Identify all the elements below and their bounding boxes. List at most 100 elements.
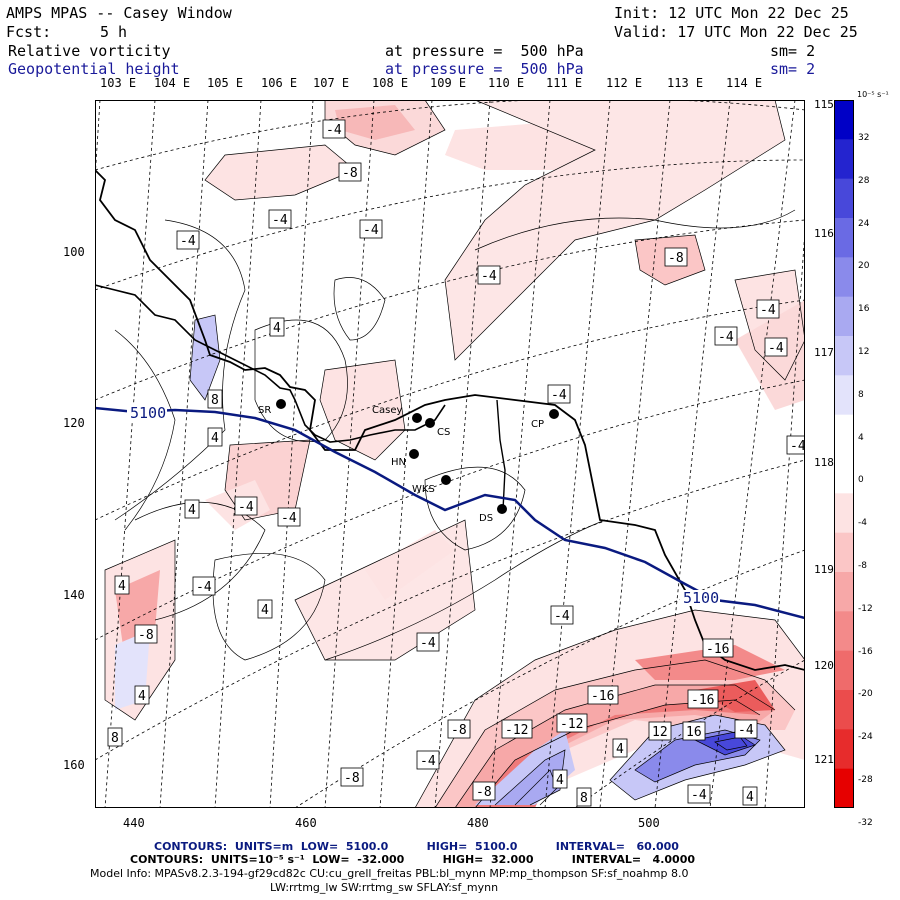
contour-label-box xyxy=(268,209,292,229)
contour-label: -4 xyxy=(363,223,379,238)
contour-label: -4 xyxy=(326,123,342,138)
contour-label-box xyxy=(472,781,496,801)
meridian xyxy=(379,100,433,808)
contour-label: 12 xyxy=(652,725,668,740)
meridian xyxy=(434,100,491,808)
contour-label-box xyxy=(207,427,223,447)
colorbar-swatch xyxy=(834,493,854,534)
colorbar-swatch xyxy=(834,611,854,652)
contour-label: -4 xyxy=(238,500,254,515)
field2-smoothing: sm= 2 xyxy=(770,60,816,78)
model-info: Model Info: MPASv8.2.3-194-gf29cd82c CU:… xyxy=(90,867,689,880)
vorticity-contours xyxy=(104,100,805,808)
ice-shelf-edge xyxy=(95,284,446,443)
colorbar-tick: -32 xyxy=(858,817,873,828)
label-bg xyxy=(680,590,720,606)
lon-label: 112 E xyxy=(606,76,643,90)
coastline xyxy=(496,399,506,511)
y-axis-label: 120 xyxy=(63,416,85,430)
parallel xyxy=(95,299,805,521)
station-sr-marker[interactable] xyxy=(276,399,286,409)
contour-label: 4 xyxy=(118,579,126,594)
colorbar-swatch xyxy=(834,690,854,730)
contour-label: 4 xyxy=(556,773,564,788)
colorbar-swatch xyxy=(834,178,854,219)
colorbar-tick: -24 xyxy=(858,732,873,743)
colorbar-tick: -8 xyxy=(858,561,867,571)
contour-label-box xyxy=(340,767,364,787)
contour-label: 8 xyxy=(580,791,588,806)
contour-label: 4 xyxy=(188,503,196,518)
station-casey-marker[interactable] xyxy=(412,413,422,423)
vorticity-map: SR Casey CS HN WKS DS CP 5100 5100 -4-8-… xyxy=(95,100,805,808)
station-ds-marker[interactable] xyxy=(497,504,507,514)
station-cp-marker[interactable] xyxy=(549,409,559,419)
vort-area xyxy=(190,315,220,400)
vort-area xyxy=(635,645,785,680)
station-cs-marker[interactable] xyxy=(425,418,435,428)
contour-label-box xyxy=(682,721,706,741)
contour-label-box xyxy=(547,384,571,404)
station-wks-marker[interactable] xyxy=(441,475,451,485)
contour-label: -16 xyxy=(591,689,614,704)
contour-label: -4 xyxy=(551,388,567,403)
contour-label-box xyxy=(184,499,200,519)
contour-label-box xyxy=(416,750,440,770)
contour-label: 4 xyxy=(616,742,624,757)
geopotential-5100-contour xyxy=(95,406,805,620)
contour xyxy=(693,731,756,756)
contour xyxy=(734,269,805,381)
meridian xyxy=(489,100,551,808)
contour-label-box xyxy=(257,599,273,619)
contour-label-box xyxy=(269,317,285,337)
parallel xyxy=(95,219,805,401)
lon-label: 113 E xyxy=(667,76,704,90)
meridian xyxy=(654,100,731,808)
colorbar-swatch xyxy=(834,375,854,416)
contour xyxy=(424,466,526,551)
contour xyxy=(609,714,786,801)
contour-label: -4 xyxy=(790,439,805,454)
lon-label: 106 E xyxy=(261,76,298,90)
colorbar-tick: 12 xyxy=(858,347,870,357)
colorbar-tick: 4 xyxy=(858,432,864,443)
contour-label: -4 xyxy=(481,269,497,284)
meridian xyxy=(599,100,671,808)
contour-label: -8 xyxy=(451,723,467,738)
contour-label: -4 xyxy=(718,330,734,345)
colorbar-tick: 28 xyxy=(858,175,870,186)
contour-label: -4 xyxy=(272,213,288,228)
contour-label: -16 xyxy=(691,693,714,708)
contour-label: -4 xyxy=(420,636,436,651)
contour xyxy=(114,329,176,531)
contour-label-box xyxy=(587,685,619,705)
contour-label-box xyxy=(322,119,346,139)
height-label: 5100 xyxy=(130,404,166,422)
contour-label: -16 xyxy=(706,642,729,657)
contour-label-box xyxy=(477,265,501,285)
contour-label-box xyxy=(234,496,258,516)
parallel xyxy=(294,549,805,808)
station-hn-marker[interactable] xyxy=(409,449,419,459)
meridian xyxy=(104,100,156,808)
contour xyxy=(104,539,176,721)
valid-time: Valid: 17 UTC Mon 22 Dec 25 xyxy=(614,23,858,41)
contour-label-box xyxy=(552,769,568,789)
contour xyxy=(714,736,748,751)
contour-label: -4 xyxy=(554,609,570,624)
colorbar-tick: -16 xyxy=(858,646,873,657)
init-time: Init: 12 UTC Mon 22 Dec 25 xyxy=(614,4,849,22)
contour-label: -4 xyxy=(420,754,436,769)
contour-label-box xyxy=(756,299,780,319)
meridian xyxy=(269,100,314,808)
coastline xyxy=(95,169,805,671)
station-label: DS xyxy=(479,513,493,524)
lon-label: 114 E xyxy=(726,76,763,90)
contour-label: -4 xyxy=(691,788,707,803)
contour-label: 4 xyxy=(261,603,269,618)
contour-label: -12 xyxy=(560,717,583,732)
colorbar-swatch xyxy=(834,336,854,376)
height-contour-info: CONTOURS: UNITS=m LOW= 5100.0 HIGH= 5100… xyxy=(154,840,679,853)
label-bg xyxy=(127,405,167,421)
colorbar-tick: -20 xyxy=(858,689,873,700)
